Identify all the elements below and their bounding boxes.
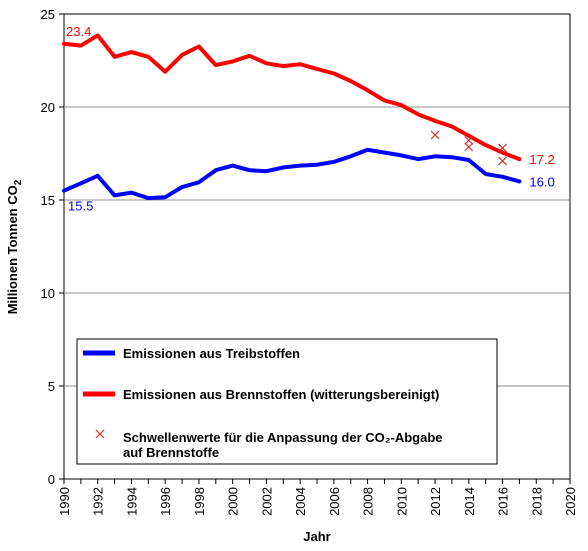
data-label-0: 23.4 [66, 24, 91, 39]
x-tick-label-1992: 1992 [91, 487, 106, 516]
y-tick-label-5: 5 [48, 379, 55, 394]
x-tick-label-2002: 2002 [259, 487, 274, 516]
x-tick-label-1990: 1990 [57, 487, 72, 516]
x-tick-label-2004: 2004 [293, 487, 308, 516]
x-tick-label-2008: 2008 [361, 487, 376, 516]
x-tick-label-2006: 2006 [327, 487, 342, 516]
data-label-3: 16.0 [529, 174, 554, 189]
threshold-marker-2014-1 [464, 136, 474, 145]
data-labels: 23.4 15.5 17.2 16.0 [66, 24, 555, 214]
threshold-marker-2016-4 [498, 156, 507, 166]
y-tick-label-20: 20 [41, 100, 55, 115]
x-tick-label-2016: 2016 [496, 487, 511, 516]
y-tick-label-25: 25 [41, 7, 55, 22]
y-tick-label-10: 10 [41, 286, 55, 301]
data-label-1: 15.5 [68, 199, 93, 214]
x-tick-label-1998: 1998 [192, 487, 207, 516]
series-layer [62, 33, 522, 201]
axes: 0 5 10 15 20 25 1990 1992 1994 1996 1998 2000 2002 20… [41, 7, 578, 516]
legend-box [76, 338, 498, 465]
x-tick-label-2012: 2012 [428, 487, 443, 516]
y-axis-title-subscript: 2 [13, 179, 24, 185]
data-label-2: 17.2 [529, 152, 554, 167]
x-tick-label-2000: 2000 [226, 487, 241, 516]
legend: Emissionen aus Treibstoffen Emissionen a… [76, 338, 498, 465]
svg-text:Millionen Tonnen CO2: Millionen Tonnen CO2 [5, 179, 24, 314]
legend-marker-schwellenwerte [95, 429, 105, 439]
x-tick-label-2018: 2018 [529, 487, 544, 516]
x-tick-label-1994: 1994 [124, 487, 139, 516]
series-line-0 [62, 147, 522, 201]
threshold-marker-2014-2 [464, 142, 474, 152]
threshold-marker-2016-3 [498, 143, 507, 153]
x-tick-label-2010: 2010 [394, 487, 409, 516]
legend-label-treibstoffe: Emissionen aus Treibstoffen [123, 346, 300, 361]
legend-label-brennstoffe: Emissionen aus Brennstoffen (witterungsb… [123, 387, 439, 402]
y-tick-label-0: 0 [48, 472, 55, 487]
y-axis-title-group: Millionen Tonnen CO2 [5, 179, 24, 314]
threshold-marker-2012-0 [430, 130, 440, 140]
x-tick-label-2020: 2020 [563, 487, 578, 516]
y-axis-title: Millionen Tonnen CO [5, 185, 20, 314]
legend-label-schwellenwerte-line1: Schwellenwerte für die Anpassung der CO₂… [123, 430, 443, 445]
x-tick-label-1996: 1996 [158, 487, 173, 516]
x-tick-label-2014: 2014 [462, 487, 477, 516]
legend-label-schwellenwerte-line2: auf Brennstoffe [123, 445, 219, 460]
y-tick-label-15: 15 [41, 193, 55, 208]
series-line-1 [62, 33, 522, 162]
x-axis-title: Jahr [303, 529, 330, 544]
